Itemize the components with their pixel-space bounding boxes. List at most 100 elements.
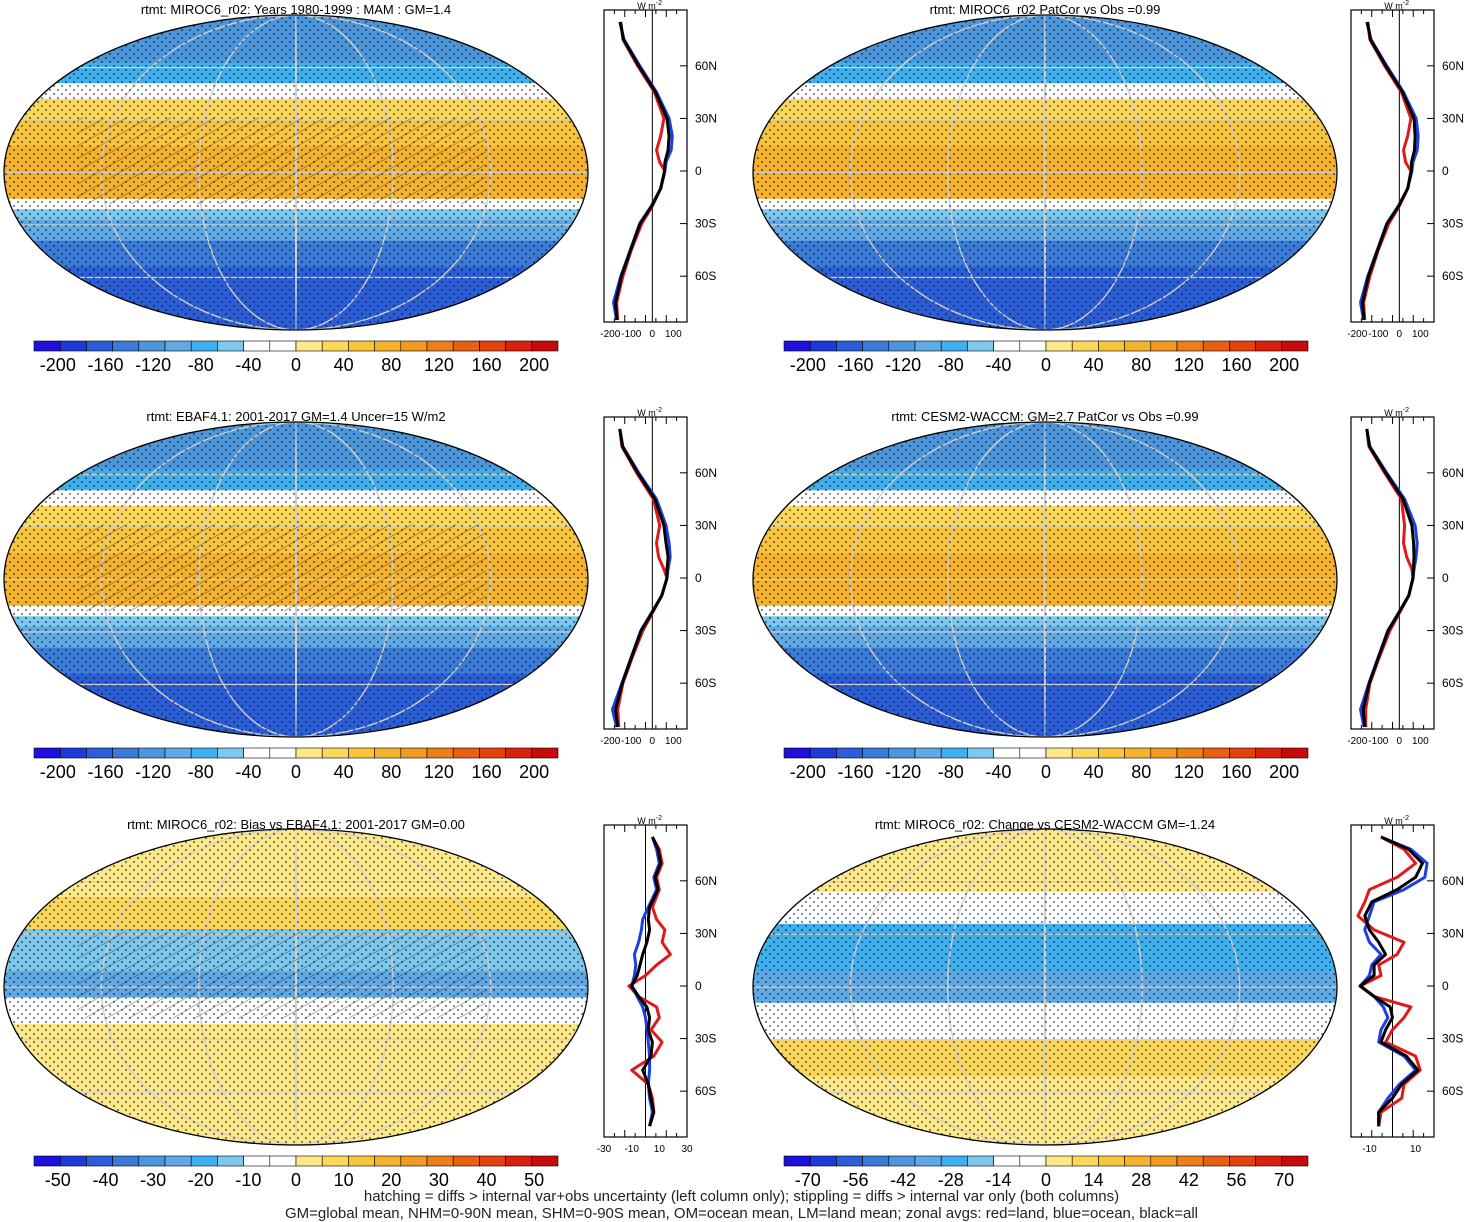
colorbar-box xyxy=(1281,747,1309,759)
hatching-overlay xyxy=(77,931,486,1019)
colorbar-box xyxy=(452,340,480,352)
colorbar-box xyxy=(374,747,402,759)
zonal-series-land xyxy=(616,428,669,728)
lat-tick-label: 60N xyxy=(695,59,717,73)
map-border xyxy=(3,828,589,1146)
colorbar-box xyxy=(888,340,916,352)
colorbar-box xyxy=(479,1155,506,1167)
zonal-x-tick-label: 10 xyxy=(1410,1144,1422,1155)
zonal-frame xyxy=(603,416,688,730)
colorbar-box xyxy=(1019,747,1047,759)
colorbar-tick-label: 0 xyxy=(1041,1170,1051,1188)
colorbar-box xyxy=(1255,340,1283,352)
lat-tick-label: 60N xyxy=(695,874,717,888)
colorbar-tick-label: -30 xyxy=(140,1170,166,1188)
zonal-x-tick-label: 30 xyxy=(681,1144,693,1155)
colorbar-box xyxy=(809,340,837,352)
colorbar-box xyxy=(452,1155,480,1167)
colorbar-tick-label: -200 xyxy=(790,762,826,782)
colorbar-tick-label: 80 xyxy=(1131,355,1151,375)
zonal-mean-plot: W m-2 -200 -100 0 100 60N 30N 0 30S 60S xyxy=(600,407,717,747)
lat-tick-label: 0 xyxy=(1442,571,1449,585)
map xyxy=(753,15,1337,330)
colorbar-box xyxy=(86,1155,113,1167)
colorbar-box xyxy=(269,747,297,759)
zonal-x-tick-label: 10 xyxy=(654,1144,666,1155)
map-border xyxy=(3,421,589,738)
colorbar-box xyxy=(164,340,192,352)
colorbar-box xyxy=(348,1155,375,1167)
colorbar-box xyxy=(967,1155,994,1167)
colorbar: -200 -160 -120 -80 -40 0 40 80 120 160 200 xyxy=(33,747,559,782)
lat-tick-label: 0 xyxy=(695,164,702,178)
colorbar-box xyxy=(479,747,506,759)
figure: rtmt: MIROC6_r02: Years 1980-1999 : MAM … xyxy=(3,0,1464,1188)
colorbar-box xyxy=(505,340,533,352)
colorbar-tick-label: 120 xyxy=(424,355,454,375)
zonal-x-tick-label: -100 xyxy=(1368,329,1388,340)
colorbar-box xyxy=(1150,747,1178,759)
colorbar-tick-label: 0 xyxy=(1041,762,1051,782)
units-label: W m-2 xyxy=(637,407,662,418)
colorbar-tick-label: -40 xyxy=(985,762,1011,782)
footer-note-definitions: GM=global mean, NHM=0-90N mean, SHM=0-90… xyxy=(284,1205,1198,1222)
colorbar-box xyxy=(138,747,166,759)
colorbar-box xyxy=(1150,1155,1178,1167)
lat-tick-label: 30N xyxy=(1442,111,1464,125)
colorbar-box xyxy=(426,340,454,352)
zonal-mean-plot: W m-2 -10 10 60N 30N 0 30S 60S xyxy=(1350,815,1464,1155)
colorbar-tick-label: -80 xyxy=(938,355,964,375)
colorbar-box xyxy=(993,747,1021,759)
units-label: W m-2 xyxy=(1384,407,1409,418)
colorbar-box xyxy=(1071,747,1099,759)
panel-title: rtmt: MIROC6_r02: Change vs CESM2-WACCM … xyxy=(875,817,1215,832)
colorbar-box xyxy=(295,747,323,759)
zonal-frame xyxy=(1350,9,1435,323)
colorbar-box xyxy=(1281,1155,1309,1167)
colorbar-box xyxy=(836,340,863,352)
colorbar-tick-label: 70 xyxy=(1274,1170,1294,1188)
colorbar-box xyxy=(295,1155,323,1167)
colorbar-box xyxy=(531,747,559,759)
zonal-x-tick-label: 100 xyxy=(1412,329,1429,340)
colorbar-box xyxy=(59,340,87,352)
colorbar-box xyxy=(940,340,968,352)
zonal-x-tick-label: 0 xyxy=(1397,329,1403,340)
lat-tick-label: 30N xyxy=(1442,518,1464,532)
colorbar-box xyxy=(914,1155,942,1167)
colorbar-tick-label: 160 xyxy=(1222,762,1252,782)
colorbar-box xyxy=(269,340,297,352)
colorbar-box xyxy=(862,340,890,352)
lat-tick-label: 30S xyxy=(695,1032,716,1046)
colorbar-tick-label: -160 xyxy=(837,355,873,375)
colorbar-box xyxy=(809,1155,837,1167)
colorbar-box xyxy=(86,340,113,352)
colorbar-tick-label: -120 xyxy=(885,762,921,782)
colorbar-tick-label: -160 xyxy=(87,355,123,375)
colorbar-box xyxy=(862,747,890,759)
colorbar-tick-label: 10 xyxy=(334,1170,354,1188)
colorbar-box xyxy=(33,1155,61,1167)
colorbar-tick-label: 40 xyxy=(477,1170,497,1188)
lat-tick-label: 0 xyxy=(1442,164,1449,178)
colorbar-box xyxy=(783,747,811,759)
panel-title: rtmt: CESM2-WACCM: GM=2.7 PatCor vs Obs … xyxy=(891,409,1198,424)
colorbar: -50 -40 -30 -20 -10 0 10 20 30 40 50 xyxy=(33,1155,559,1188)
zonal-x-tick-label: -200 xyxy=(1347,736,1367,747)
lat-tick-label: 60N xyxy=(1442,466,1464,480)
zonal-x-tick-label: -100 xyxy=(621,736,641,747)
colorbar-box xyxy=(993,340,1021,352)
colorbar-box xyxy=(914,747,942,759)
zonal-x-tick-label: 100 xyxy=(665,736,682,747)
panel-1: rtmt: MIROC6_r02: Years 1980-1999 : MAM … xyxy=(3,0,717,375)
colorbar-box xyxy=(914,340,942,352)
colorbar-tick-label: 20 xyxy=(381,1170,401,1188)
lat-tick-label: 0 xyxy=(695,571,702,585)
colorbar-box xyxy=(1150,340,1178,352)
colorbar-box xyxy=(112,1155,140,1167)
colorbar-box xyxy=(59,747,87,759)
zonal-x-tick-label: 0 xyxy=(650,736,656,747)
colorbar-tick-label: -40 xyxy=(985,355,1011,375)
colorbar-tick-label: 80 xyxy=(381,355,401,375)
colorbar-box xyxy=(112,747,140,759)
